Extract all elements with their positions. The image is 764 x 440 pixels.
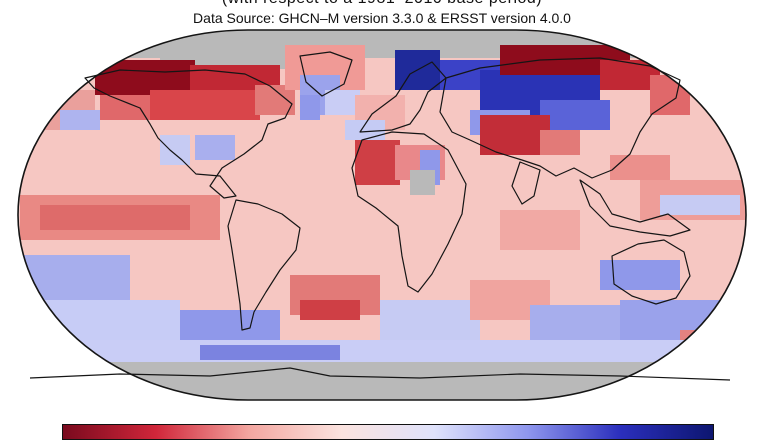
anomaly-central-asia [480, 115, 550, 155]
coast-africa [351, 131, 467, 293]
colorbar [62, 424, 714, 440]
coast-se-asia [579, 179, 691, 237]
anomaly-alaska [95, 60, 195, 95]
coast-asia [439, 57, 681, 179]
anomaly-w-pacific-cool [660, 195, 740, 215]
anomaly-canada [150, 90, 260, 120]
map-title: (with respect to a 1981–2010 base period… [0, 0, 764, 8]
arctic-missing [18, 30, 746, 58]
coast-south-america [227, 199, 301, 331]
coast-greenland [299, 51, 353, 97]
anomaly-s-indian-cool [530, 305, 630, 340]
coast-north-america [84, 69, 293, 199]
coast-australia [611, 239, 691, 305]
antarctic-missing [18, 362, 746, 400]
coastlines [29, 51, 731, 381]
anomaly-sahara [355, 140, 400, 185]
globe-outline [17, 29, 747, 401]
data-source-caption: Data Source: GHCN–M version 3.3.0 & ERSS… [193, 10, 571, 26]
coast-antarctica [29, 367, 731, 381]
coast-india [511, 161, 541, 205]
